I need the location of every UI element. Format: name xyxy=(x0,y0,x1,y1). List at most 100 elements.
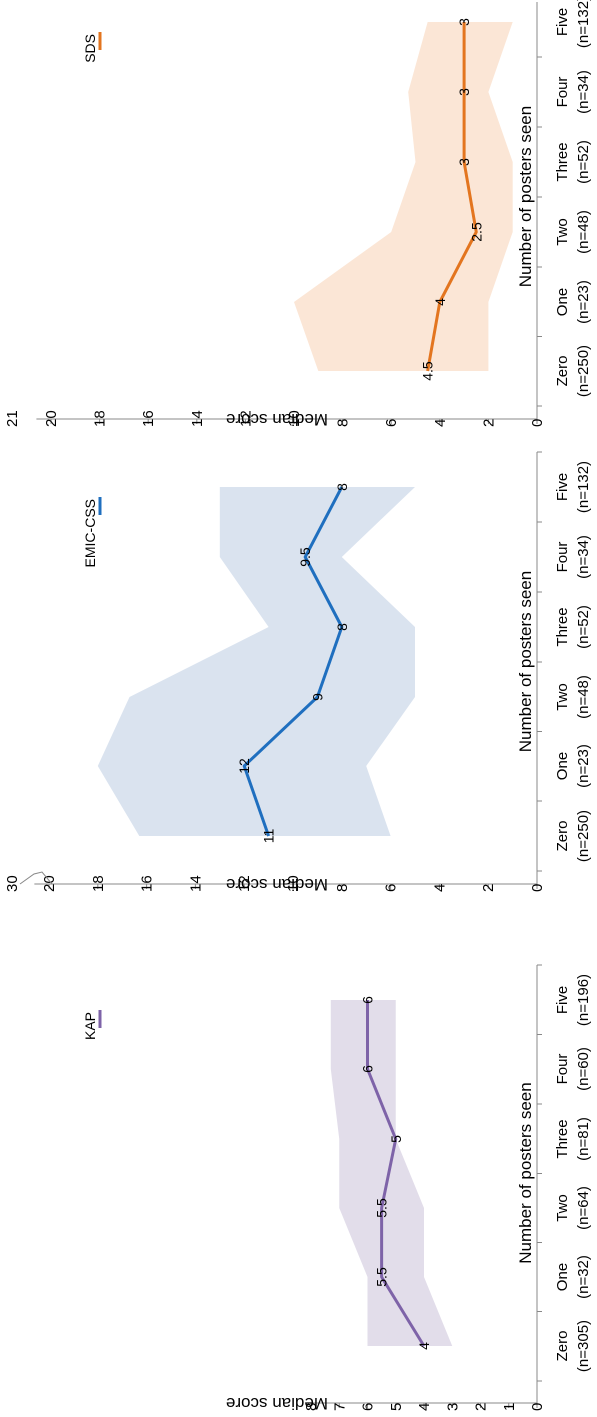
data-label: 11 xyxy=(261,829,277,844)
chart-panel-2: 0 2 4 6 8 10 12 14 16 18 20 30 Zero (n=250) One (n=23) T… xyxy=(4,451,592,894)
x-category-count: (n=32) xyxy=(575,1255,592,1299)
data-label: 12 xyxy=(236,758,252,774)
y-tick-label: 4 xyxy=(416,1403,433,1411)
y-tick-label: 12 xyxy=(236,875,253,892)
x-category-label: Two xyxy=(554,1194,571,1222)
data-label: 8 xyxy=(334,483,350,491)
x-category-count: (n=34) xyxy=(575,70,592,114)
data-label: 3 xyxy=(456,158,472,166)
x-category-label: Zero xyxy=(554,356,571,387)
x-category-count: (n=23) xyxy=(575,744,592,788)
data-label: 8 xyxy=(334,623,350,631)
y-tick-label: 4 xyxy=(432,419,449,427)
x-category-label: Three xyxy=(554,142,571,181)
data-label: 5 xyxy=(388,1135,404,1143)
legend-label: SDS xyxy=(82,34,98,63)
y-tick-label: 4 xyxy=(431,884,448,892)
x-axis-title: Number of posters seen xyxy=(516,1082,535,1263)
x-category-label: Two xyxy=(554,683,571,711)
x-axis-title: Number of posters seen xyxy=(516,106,535,287)
y-top-label: 30 xyxy=(4,875,21,892)
x-category-count: (n=52) xyxy=(575,605,592,649)
y-tick-label: 8 xyxy=(335,419,352,427)
range-band xyxy=(330,1000,453,1346)
chart-panel-3: 0 2 4 6 8 10 12 14 16 18 20 21 Zero (n=250) One (n=23) T… xyxy=(4,0,592,429)
data-label: 3 xyxy=(456,88,472,96)
chart-panel-1: 0 1 2 3 4 5 6 7 8 Zero (n=305) One (n=32) Two (n=64) Th… xyxy=(82,964,592,1413)
y-tick-label: 18 xyxy=(90,875,107,892)
data-label: 9 xyxy=(309,693,325,701)
y-tick-label: 14 xyxy=(189,410,206,427)
data-label: 4 xyxy=(416,1342,432,1350)
x-category-count: (n=34) xyxy=(575,535,592,579)
x-category-count: (n=52) xyxy=(575,140,592,184)
series-line xyxy=(242,486,344,837)
y-tick-label: 6 xyxy=(383,884,400,892)
data-label: 5.5 xyxy=(374,1267,390,1287)
y-tick-label: 6 xyxy=(383,419,400,427)
data-label: 3 xyxy=(456,18,472,26)
data-label: 9.5 xyxy=(297,547,313,567)
y-tick-label: 20 xyxy=(43,410,60,427)
x-axis-title: Number of posters seen xyxy=(516,571,535,752)
x-category-count: (n=48) xyxy=(575,675,592,719)
y-tick-label: 16 xyxy=(140,410,157,427)
y-tick-label: 6 xyxy=(360,1403,377,1411)
y-tick-label: 2 xyxy=(473,1403,490,1411)
y-tick-label: 12 xyxy=(237,410,254,427)
y-tick-label: 2 xyxy=(480,419,497,427)
x-category-label: Zero xyxy=(554,821,571,852)
x-category-count: (n=305) xyxy=(575,1320,592,1372)
series-line xyxy=(426,22,478,372)
y-tick-label: 8 xyxy=(303,1403,320,1411)
y-axis-title: Median score xyxy=(226,875,328,894)
y-tick-label: 20 xyxy=(41,875,58,892)
y-tick-label: 2 xyxy=(480,884,497,892)
data-label: 6 xyxy=(360,996,376,1004)
y-tick-label: 0 xyxy=(529,1403,546,1411)
x-category-count: (n=250) xyxy=(575,345,592,397)
x-category-label: One xyxy=(554,1263,571,1291)
data-label: 6 xyxy=(360,1065,376,1073)
data-label: 4 xyxy=(432,298,448,306)
x-category-label: Five xyxy=(554,473,571,501)
y-tick-label: 3 xyxy=(444,1403,461,1411)
legend-label: EMIC-CSS xyxy=(82,499,98,567)
y-tick-label: 5 xyxy=(388,1403,405,1411)
x-category-label: One xyxy=(554,752,571,780)
x-category-label: Zero xyxy=(554,1331,571,1362)
x-category-label: Four xyxy=(554,542,571,573)
y-axis-title: Median score xyxy=(226,1394,328,1413)
y-tick-label: 7 xyxy=(331,1403,348,1411)
x-category-count: (n=48) xyxy=(575,210,592,254)
y-tick-label: 14 xyxy=(187,875,204,892)
y-tick-label: 0 xyxy=(529,419,546,427)
x-category-count: (n=81) xyxy=(575,1117,592,1161)
data-label: 5.5 xyxy=(374,1198,390,1218)
legend-label: KAP xyxy=(82,1012,98,1040)
x-category-label: Five xyxy=(554,8,571,36)
x-category-count: (n=196) xyxy=(575,974,592,1026)
y-tick-label: 16 xyxy=(139,875,156,892)
x-category-label: Four xyxy=(554,77,571,108)
x-category-label: One xyxy=(554,288,571,316)
y-tick-label: 10 xyxy=(286,410,303,427)
y-axis-title: Median score xyxy=(226,410,328,429)
x-category-count: (n=64) xyxy=(575,1186,592,1230)
x-category-count: (n=23) xyxy=(575,280,592,324)
y-tick-label: 18 xyxy=(92,410,109,427)
x-category-count: (n=132) xyxy=(575,461,592,513)
x-category-label: Four xyxy=(554,1054,571,1085)
series-line xyxy=(366,1000,426,1347)
axis-break-mark xyxy=(19,871,53,885)
y-tick-label: 8 xyxy=(334,884,351,892)
data-label: 2.5 xyxy=(468,222,484,242)
x-category-count: (n=132) xyxy=(575,0,592,48)
x-category-label: Three xyxy=(554,1119,571,1158)
x-category-count: (n=250) xyxy=(575,810,592,862)
x-category-count: (n=60) xyxy=(575,1047,592,1091)
data-label: 4.5 xyxy=(420,361,436,381)
y-top-label: 21 xyxy=(4,410,21,427)
x-category-label: Two xyxy=(554,218,571,246)
